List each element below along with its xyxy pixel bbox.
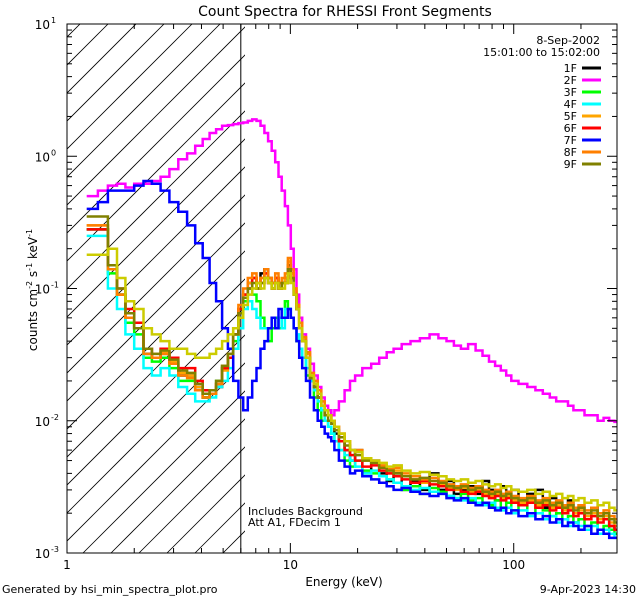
chart-title: Count Spectra for RHESSI Front Segments	[198, 4, 492, 20]
hatch-stroke	[67, 54, 245, 234]
hatch-stroke	[67, 362, 245, 542]
y-axis-label-sup2: -1	[25, 263, 34, 271]
series-line-2f	[86, 118, 617, 424]
hatch-stroke	[67, 110, 245, 290]
y-tick-label: 10	[35, 283, 50, 297]
x-axis-label: Energy (keV)	[305, 575, 382, 589]
y-axis-label: counts cm-2 s-1 keV-1	[25, 229, 40, 351]
hatch-stroke	[67, 82, 245, 262]
y-tick-label: 10	[35, 18, 50, 32]
date-label: 8-Sep-2002	[536, 34, 600, 47]
legend-label-5f: 5F	[564, 110, 577, 123]
y-axis-label-base: counts cm	[26, 289, 40, 351]
y-tick-label: 10	[35, 547, 50, 561]
hatch-stroke	[67, 250, 245, 430]
annotation-attenuator: Att A1, FDecim 1	[248, 516, 341, 529]
hatch-stroke	[67, 334, 245, 514]
hatch-stroke	[67, 306, 245, 486]
y-axis-label-sup3: -1	[25, 229, 34, 237]
y-tick-exponent: 1	[51, 16, 56, 25]
x-tick-label: 100	[502, 558, 525, 572]
series-line-yel	[86, 247, 617, 512]
y-axis-label-mid2: keV	[26, 236, 40, 263]
y-tick-label: 10	[35, 415, 50, 429]
series-line-4f	[86, 234, 617, 540]
annotation-background: Includes Background	[248, 505, 363, 518]
y-tick-exponent: 0	[51, 148, 56, 157]
legend-label-3f: 3F	[564, 86, 577, 99]
legend-label-6f: 6F	[564, 122, 577, 135]
hatch-stroke	[110, 418, 245, 553]
hatch-stroke	[67, 26, 245, 206]
series-line-7f	[86, 179, 617, 540]
hatch-stroke	[67, 166, 245, 346]
y-tick-exponent: -3	[51, 545, 59, 554]
legend-label-2f: 2F	[564, 74, 577, 87]
hatch-stroke	[67, 222, 245, 402]
hatch-stroke	[67, 24, 221, 178]
y-axis-label-sup1: -2	[25, 281, 34, 289]
legend-label-8f: 8F	[564, 146, 577, 159]
hatch-stroke	[67, 24, 193, 150]
x-tick-label: 10	[283, 558, 298, 572]
hatch-stroke	[67, 24, 165, 122]
generated-by-text: Generated by hsi_min_spectra_plot.pro	[2, 583, 218, 596]
y-tick-exponent: -2	[51, 413, 59, 422]
legend-label-9f: 9F	[564, 158, 577, 171]
hatch-stroke	[82, 390, 245, 553]
legend-label-1f: 1F	[564, 62, 577, 75]
hatch-stroke	[67, 194, 245, 374]
legend-label-4f: 4F	[564, 98, 577, 111]
hatch-stroke	[138, 446, 245, 553]
y-tick-label: 10	[35, 150, 50, 164]
series-line-9f	[86, 215, 617, 524]
generated-date-text: 9-Apr-2023 14:30	[539, 583, 636, 596]
x-tick-label: 1	[63, 558, 71, 572]
legend-label-7f: 7F	[564, 134, 577, 147]
time-range-label: 15:01:00 to 15:02:00	[483, 46, 600, 59]
y-axis-label-mid1: s	[26, 271, 40, 281]
y-tick-exponent: -1	[51, 281, 59, 290]
hatch-stroke	[67, 24, 137, 94]
